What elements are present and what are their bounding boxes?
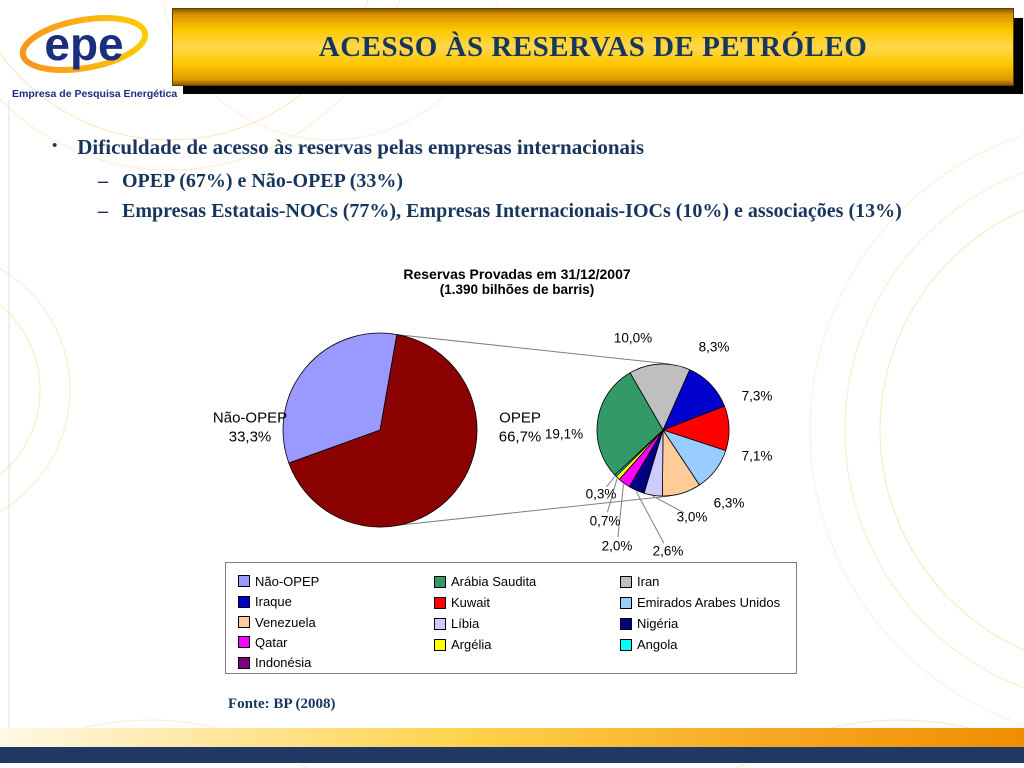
legend-swatch xyxy=(434,596,446,609)
leader-line xyxy=(606,478,618,513)
bullet-sub-1: – OPEP (67%) e Não-OPEP (33%) xyxy=(98,170,403,193)
legend-label: Nigéria xyxy=(637,616,679,631)
slide-title: ACESSO ÀS RESERVAS DE PETRÓLEO xyxy=(318,30,868,63)
title-banner: ACESSO ÀS RESERVAS DE PETRÓLEO xyxy=(172,8,1014,86)
dash-marker: – xyxy=(98,170,108,192)
dash-marker: – xyxy=(98,200,108,222)
leader-line xyxy=(652,495,685,514)
legend-swatch xyxy=(620,596,632,609)
decor-arc xyxy=(162,0,498,141)
legend-item-nig-ria: Nigéria xyxy=(620,613,780,634)
bullet-sub-2-text: Empresas Estatais-NOCs (77%), Empresas I… xyxy=(122,200,902,222)
legend-item-l-bia: Líbia xyxy=(434,613,620,634)
legend-item-qatar: Qatar xyxy=(238,632,434,652)
leader-line xyxy=(635,491,665,544)
epe-logo: epe xyxy=(19,15,149,73)
decor-arc xyxy=(879,209,1024,651)
legend-item-indon-sia: Indonésia xyxy=(238,653,434,673)
bullet-main-text: Dificuldade de acesso às reservas pelas … xyxy=(77,135,645,159)
legend-item-ar-bia-saudita: Arábia Saudita xyxy=(434,571,620,592)
legend-item-iraque: Iraque xyxy=(238,591,434,611)
legend-swatch xyxy=(238,636,250,649)
legend-label: Venezuela xyxy=(255,614,316,630)
logo-subtitle: Empresa de Pesquisa Energética xyxy=(12,88,178,100)
decor-arc xyxy=(844,171,1024,689)
legend-item-angola: Angola xyxy=(620,634,780,655)
legend-label: Qatar xyxy=(255,634,288,650)
source-note: Fonte: BP (2008) xyxy=(228,696,336,712)
legend-label: Indonésia xyxy=(255,655,312,671)
legend-swatch xyxy=(238,575,250,588)
bullet-marker: • xyxy=(52,138,58,154)
legend-label: Kuwait xyxy=(451,595,491,610)
pie-slice-opep xyxy=(288,334,478,528)
leader-line xyxy=(617,484,624,538)
pie-slice-ar-bia-saudita xyxy=(596,372,664,476)
legend-swatch xyxy=(620,617,632,630)
legend-label: Emirados Arabes Unidos xyxy=(637,595,781,610)
pie-slice-iran xyxy=(629,363,691,431)
legend-label: Angola xyxy=(637,637,678,652)
legend-column: Iran Emirados Arabes Unidos Nigéria Angola xyxy=(620,571,780,673)
logo-swoosh-icon xyxy=(19,15,149,73)
decor-arc xyxy=(0,719,308,768)
legend-label: Iraque xyxy=(255,594,292,610)
chart-legend: Não-OPEP Iraque Venezuela Qatar Indonésia Ará… xyxy=(225,562,797,674)
footer-gold-bar xyxy=(0,728,1024,747)
legend-swatch xyxy=(620,638,632,651)
legend-column: Arábia Saudita Kuwait Líbia Argélia xyxy=(434,571,620,673)
legend-swatch xyxy=(238,656,250,669)
decor-arc xyxy=(0,0,401,171)
legend-item-iran: Iran xyxy=(620,571,780,592)
legend-label: Líbia xyxy=(451,616,480,631)
legend-label: Arábia Saudita xyxy=(451,574,537,589)
legend-column: Não-OPEP Iraque Venezuela Qatar Indonésia xyxy=(238,571,434,673)
logo-text: epe xyxy=(44,18,123,70)
decor-arc xyxy=(0,0,369,141)
bullet-main: • Dificuldade de acesso às reservas pela… xyxy=(52,135,644,160)
pie-slice-n-o-opep xyxy=(282,332,398,464)
legend-label: Não-OPEP xyxy=(255,573,320,589)
decor-arc xyxy=(736,719,1024,768)
legend-swatch xyxy=(434,617,446,630)
decor-arc xyxy=(0,268,71,512)
chart-title-block: Reservas Provadas em 31/12/2007 (1.390 b… xyxy=(297,266,737,297)
series-connector-line xyxy=(390,495,671,527)
footer-navy-bar xyxy=(0,747,1024,763)
series-connector-line xyxy=(390,333,671,365)
legend-item-arg-lia: Argélia xyxy=(434,634,620,655)
legend-label: Argélia xyxy=(451,637,492,652)
legend-item-n-o-opep: Não-OPEP xyxy=(238,571,434,591)
leader-line xyxy=(606,476,616,488)
legend-swatch xyxy=(434,638,446,651)
bullet-sub-2: – Empresas Estatais-NOCs (77%), Empresas… xyxy=(98,200,902,223)
legend-item-emirados-arabes-unidos: Emirados Arabes Unidos xyxy=(620,592,780,613)
legend-swatch xyxy=(434,575,446,588)
chart-title: Reservas Provadas em 31/12/2007 xyxy=(403,266,631,282)
legend-label: Iran xyxy=(637,574,660,589)
legend-swatch xyxy=(238,616,250,629)
chart-subtitle: (1.390 bilhões de barris) xyxy=(439,282,595,297)
legend-swatch xyxy=(238,595,250,608)
decor-arc xyxy=(809,134,1024,726)
legend-item-venezuela: Venezuela xyxy=(238,612,434,632)
decor-arc xyxy=(0,304,41,476)
legend-swatch xyxy=(620,575,632,588)
legend-item-kuwait: Kuwait xyxy=(434,592,620,613)
bullet-sub-1-text: OPEP (67%) e Não-OPEP (33%) xyxy=(122,170,404,192)
